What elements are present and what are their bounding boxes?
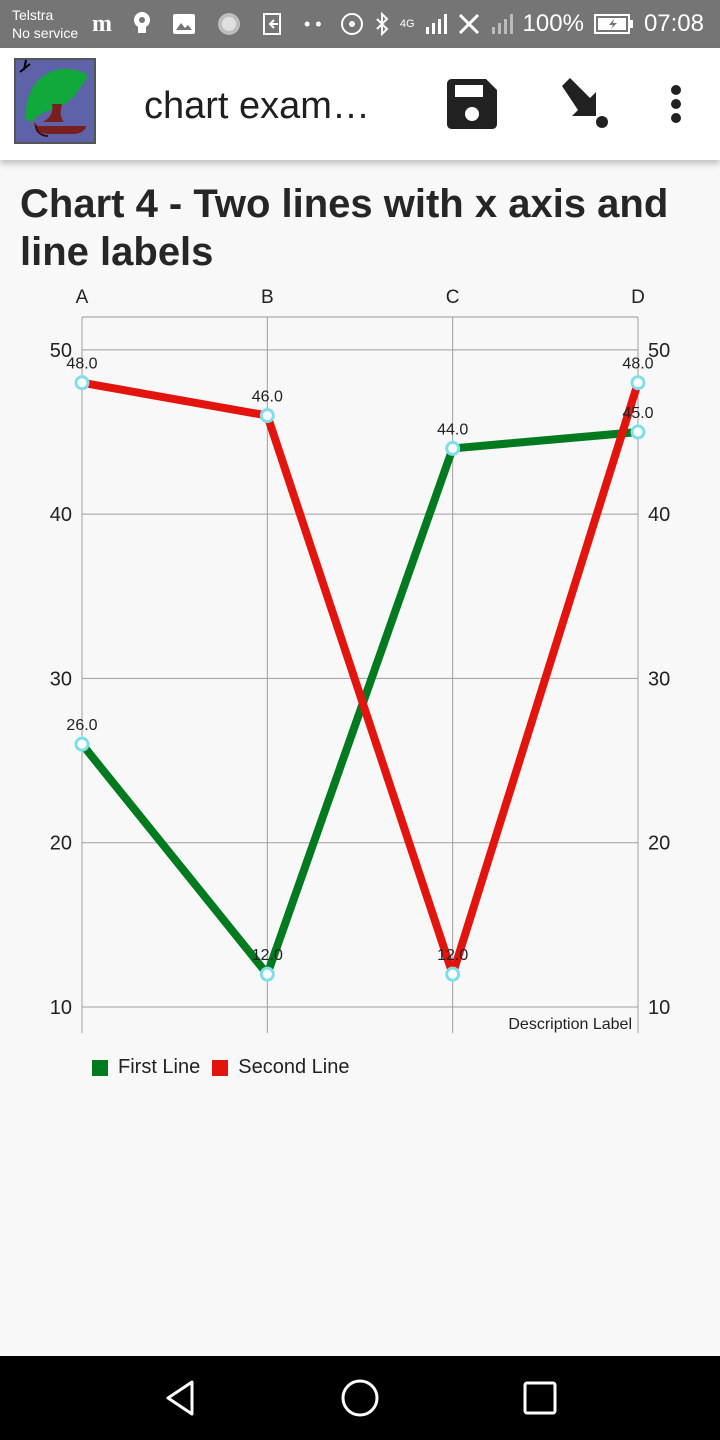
line-chart: 10 10 20 20 30 30 40 40 50 50 A B C D Description Labe…	[50, 287, 670, 1033]
bluetooth-icon	[376, 12, 389, 36]
data-value-label: 12.0	[252, 947, 283, 964]
data-point	[630, 375, 646, 391]
notification-icons: m • •	[92, 10, 322, 38]
data-point	[445, 966, 461, 982]
y-tick-label-left: 40	[50, 504, 72, 526]
data-point	[630, 424, 646, 440]
lightbulb-icon	[134, 12, 150, 33]
x-tick-label: B	[261, 287, 274, 308]
data-value-label: 12.0	[437, 947, 468, 964]
loading-icon	[218, 13, 240, 35]
series-line	[78, 428, 639, 979]
x-axis-description: Description Label	[508, 1016, 632, 1033]
hotspot-icon	[340, 13, 363, 35]
chart-legend: First Line Second Line	[92, 1056, 361, 1079]
data-point	[259, 408, 275, 424]
signal-icon	[425, 14, 447, 34]
app-logo-icon[interactable]	[14, 58, 96, 144]
mail-notification-icon: m	[92, 10, 112, 37]
more-vert-icon[interactable]	[648, 76, 704, 132]
legend-item: First Line	[92, 1056, 200, 1079]
y-tick-label-left: 20	[50, 833, 72, 855]
back-icon[interactable]	[158, 1376, 202, 1420]
more-notifications-icon: • •	[304, 13, 322, 34]
data-value-label: 46.0	[252, 389, 283, 406]
navigation-bar	[0, 1356, 720, 1440]
data-point	[74, 375, 90, 391]
legend-label: First Line	[118, 1056, 201, 1078]
y-tick-label-right: 20	[648, 833, 670, 855]
save-icon[interactable]	[444, 76, 500, 132]
home-icon[interactable]	[338, 1376, 382, 1420]
data-value-label: 44.0	[437, 421, 468, 438]
data-point	[259, 966, 275, 982]
x-tick-label: A	[76, 287, 89, 308]
no-calls-icon	[458, 13, 479, 35]
status-bar: Telstra No service m • • 4G 100% 07:08	[0, 0, 720, 48]
series-line	[81, 378, 642, 979]
data-point	[445, 440, 461, 456]
app-title: chart exam…	[144, 85, 370, 127]
no-signal-icon	[491, 14, 513, 34]
y-tick-label-right: 10	[648, 997, 670, 1019]
data-value-label: 45.0	[622, 405, 653, 422]
legend-swatch	[92, 1059, 108, 1076]
battery-level: 100%	[522, 10, 584, 37]
y-tick-label-left: 10	[50, 997, 72, 1019]
system-icons: 4G 100% 07:08	[340, 8, 704, 40]
service-status: No service	[12, 25, 79, 41]
y-tick-label-left: 30	[50, 668, 72, 690]
y-tick-label-right: 30	[648, 668, 670, 690]
battery-charging-icon	[593, 14, 633, 34]
data-value-label: 26.0	[66, 717, 97, 734]
y-tick-label-right: 50	[648, 340, 670, 362]
carrier-info: Telstra No service	[12, 6, 78, 42]
recents-icon[interactable]	[518, 1376, 562, 1420]
legend-swatch	[212, 1059, 229, 1076]
x-tick-label: C	[446, 287, 460, 308]
legend-item: Second Line	[212, 1056, 349, 1079]
carrier-name: Telstra	[12, 7, 54, 23]
data-value-label: 48.0	[66, 356, 97, 373]
data-point	[74, 736, 90, 752]
y-tick-label-left: 50	[50, 340, 72, 362]
exit-icon	[263, 13, 281, 35]
x-tick-label: D	[631, 287, 645, 308]
data-value-label: 48.0	[622, 356, 653, 373]
page-title: Chart 4 - Two lines with x axis and line…	[20, 182, 669, 274]
clock: 07:08	[643, 10, 704, 37]
app-bar: chart exam…	[0, 48, 720, 160]
legend-label: Second Line	[238, 1056, 350, 1078]
image-icon	[173, 14, 195, 34]
download-icon[interactable]	[556, 76, 612, 132]
network-type: 4G	[399, 18, 415, 30]
y-tick-label-right: 40	[648, 504, 670, 526]
